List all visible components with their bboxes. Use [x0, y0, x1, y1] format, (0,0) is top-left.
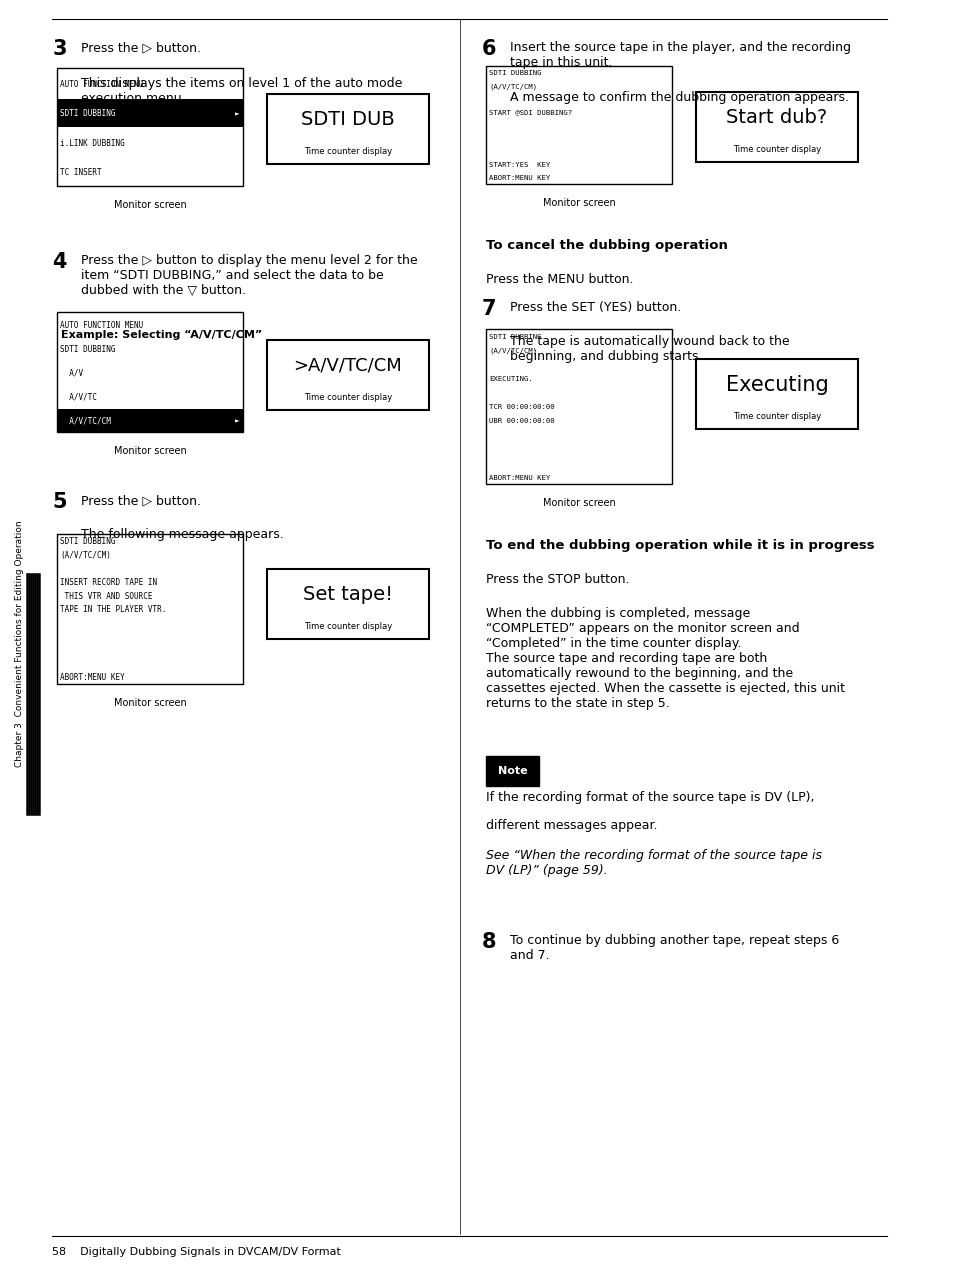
Bar	[57, 99, 243, 127]
Bar	[486, 755, 538, 786]
Text: (A/V/TC/CM): (A/V/TC/CM)	[489, 348, 537, 354]
Text: Time counter display: Time counter display	[303, 147, 392, 155]
Text: SDTI DUBBING: SDTI DUBBING	[489, 70, 541, 76]
Text: 6: 6	[481, 39, 496, 59]
Text: See “When the recording format of the source tape is
DV (LP)” (page 59).: See “When the recording format of the so…	[486, 848, 821, 877]
Text: This displays the items on level 1 of the auto mode
execution menu.: This displays the items on level 1 of th…	[81, 76, 402, 104]
Text: 7: 7	[481, 299, 496, 318]
Text: START:YES  KEY: START:YES KEY	[489, 162, 550, 168]
Bar	[267, 340, 429, 410]
Text: 5: 5	[52, 492, 67, 512]
Text: Monitor screen: Monitor screen	[542, 498, 615, 508]
Bar	[57, 68, 243, 186]
Text: TCR 00:00:00:00: TCR 00:00:00:00	[489, 404, 554, 410]
Text: Monitor screen: Monitor screen	[113, 446, 187, 456]
Text: The tape is automatically wound back to the
beginning, and dubbing starts.: The tape is automatically wound back to …	[510, 335, 789, 363]
Text: Time counter display: Time counter display	[303, 392, 392, 401]
Bar	[57, 312, 243, 432]
Text: To cancel the dubbing operation: To cancel the dubbing operation	[486, 240, 727, 252]
Text: SDTI DUBBING: SDTI DUBBING	[60, 345, 115, 354]
Text: Monitor screen: Monitor screen	[542, 197, 615, 208]
Text: Time counter display: Time counter display	[303, 622, 392, 631]
Text: TC INSERT: TC INSERT	[60, 168, 102, 177]
Text: 3: 3	[52, 39, 67, 59]
Bar	[57, 534, 243, 684]
Text: (A/V/TC/CM): (A/V/TC/CM)	[489, 83, 537, 89]
Text: Note: Note	[497, 766, 527, 776]
Text: Press the ▷ button.: Press the ▷ button.	[81, 41, 201, 54]
Text: When the dubbing is completed, message
“COMPLETED” appears on the monitor screen: When the dubbing is completed, message “…	[486, 606, 844, 710]
Text: ►: ►	[234, 417, 239, 426]
Bar	[267, 569, 429, 640]
Text: SDTI DUBBING: SDTI DUBBING	[489, 334, 541, 340]
Text: If the recording format of the source tape is DV (LP),: If the recording format of the source ta…	[486, 791, 814, 804]
Text: Press the SET (YES) button.: Press the SET (YES) button.	[510, 301, 680, 313]
Text: i.LINK DUBBING: i.LINK DUBBING	[60, 139, 125, 148]
Text: ►: ►	[234, 110, 239, 118]
Text: Insert the source tape in the player, and the recording
tape in this unit.: Insert the source tape in the player, an…	[510, 41, 850, 69]
Text: EXECUTING.: EXECUTING.	[489, 376, 532, 382]
Text: 4: 4	[52, 252, 67, 273]
Text: Set tape!: Set tape!	[303, 585, 393, 604]
Bar	[486, 329, 672, 484]
Text: UBR 00:00:00:00: UBR 00:00:00:00	[489, 418, 554, 424]
Text: different messages appear.: different messages appear.	[486, 819, 657, 832]
Text: SDTI DUB: SDTI DUB	[301, 111, 395, 130]
Text: A/V/TC: A/V/TC	[60, 392, 97, 401]
Text: Time counter display: Time counter display	[732, 145, 821, 154]
Text: TAPE IN THE PLAYER VTR.: TAPE IN THE PLAYER VTR.	[60, 605, 166, 614]
Text: ABORT:MENU KEY: ABORT:MENU KEY	[489, 475, 550, 480]
Text: Chapter 3  Convenient Functions for Editing Operation: Chapter 3 Convenient Functions for Editi…	[14, 521, 24, 767]
Text: AUTO FUNCTION MENU: AUTO FUNCTION MENU	[60, 321, 143, 330]
Bar	[486, 66, 672, 183]
Text: AUTO FUNCTION MENU: AUTO FUNCTION MENU	[60, 80, 143, 89]
Text: Time counter display: Time counter display	[732, 412, 821, 420]
Text: ABORT:MENU KEY: ABORT:MENU KEY	[489, 175, 550, 181]
Text: A/V: A/V	[60, 368, 83, 377]
Bar	[267, 94, 429, 164]
Text: Press the MENU button.: Press the MENU button.	[486, 273, 633, 285]
Text: START @SDI DUBBING?: START @SDI DUBBING?	[489, 110, 572, 116]
Bar	[695, 92, 857, 162]
Text: A message to confirm the dubbing operation appears.: A message to confirm the dubbing operati…	[510, 90, 848, 104]
Text: ABORT:MENU KEY: ABORT:MENU KEY	[60, 674, 125, 683]
Text: Monitor screen: Monitor screen	[113, 200, 187, 210]
Bar	[695, 359, 857, 429]
Text: 58    Digitally Dubbing Signals in DVCAM/DV Format: 58 Digitally Dubbing Signals in DVCAM/DV…	[52, 1247, 341, 1257]
Bar	[57, 409, 243, 432]
Text: Start dub?: Start dub?	[725, 108, 826, 127]
Text: (A/V/TC/CM): (A/V/TC/CM)	[60, 550, 111, 559]
Text: Press the ▷ button to display the menu level 2 for the
item “SDTI DUBBING,” and : Press the ▷ button to display the menu l…	[81, 254, 417, 297]
Text: 8: 8	[481, 933, 496, 952]
Text: The following message appears.: The following message appears.	[81, 527, 283, 541]
Text: Executing: Executing	[725, 375, 827, 395]
Text: A/V/TC/CM: A/V/TC/CM	[60, 417, 111, 426]
Text: To end the dubbing operation while it is in progress: To end the dubbing operation while it is…	[486, 539, 874, 552]
Text: Example: Selecting “A/V/TC/CM”: Example: Selecting “A/V/TC/CM”	[61, 330, 262, 340]
Text: THIS VTR AND SOURCE: THIS VTR AND SOURCE	[60, 591, 152, 600]
Text: Press the STOP button.: Press the STOP button.	[486, 573, 629, 586]
Text: Press the ▷ button.: Press the ▷ button.	[81, 494, 201, 507]
Text: To continue by dubbing another tape, repeat steps 6
and 7.: To continue by dubbing another tape, rep…	[510, 934, 839, 962]
Text: Monitor screen: Monitor screen	[113, 698, 187, 708]
Text: INSERT RECORD TAPE IN: INSERT RECORD TAPE IN	[60, 578, 157, 587]
Text: SDTI DUBBING: SDTI DUBBING	[60, 538, 115, 547]
Text: >A/V/TC/CM: >A/V/TC/CM	[294, 357, 402, 375]
Text: SDTI DUBBING: SDTI DUBBING	[60, 110, 115, 118]
